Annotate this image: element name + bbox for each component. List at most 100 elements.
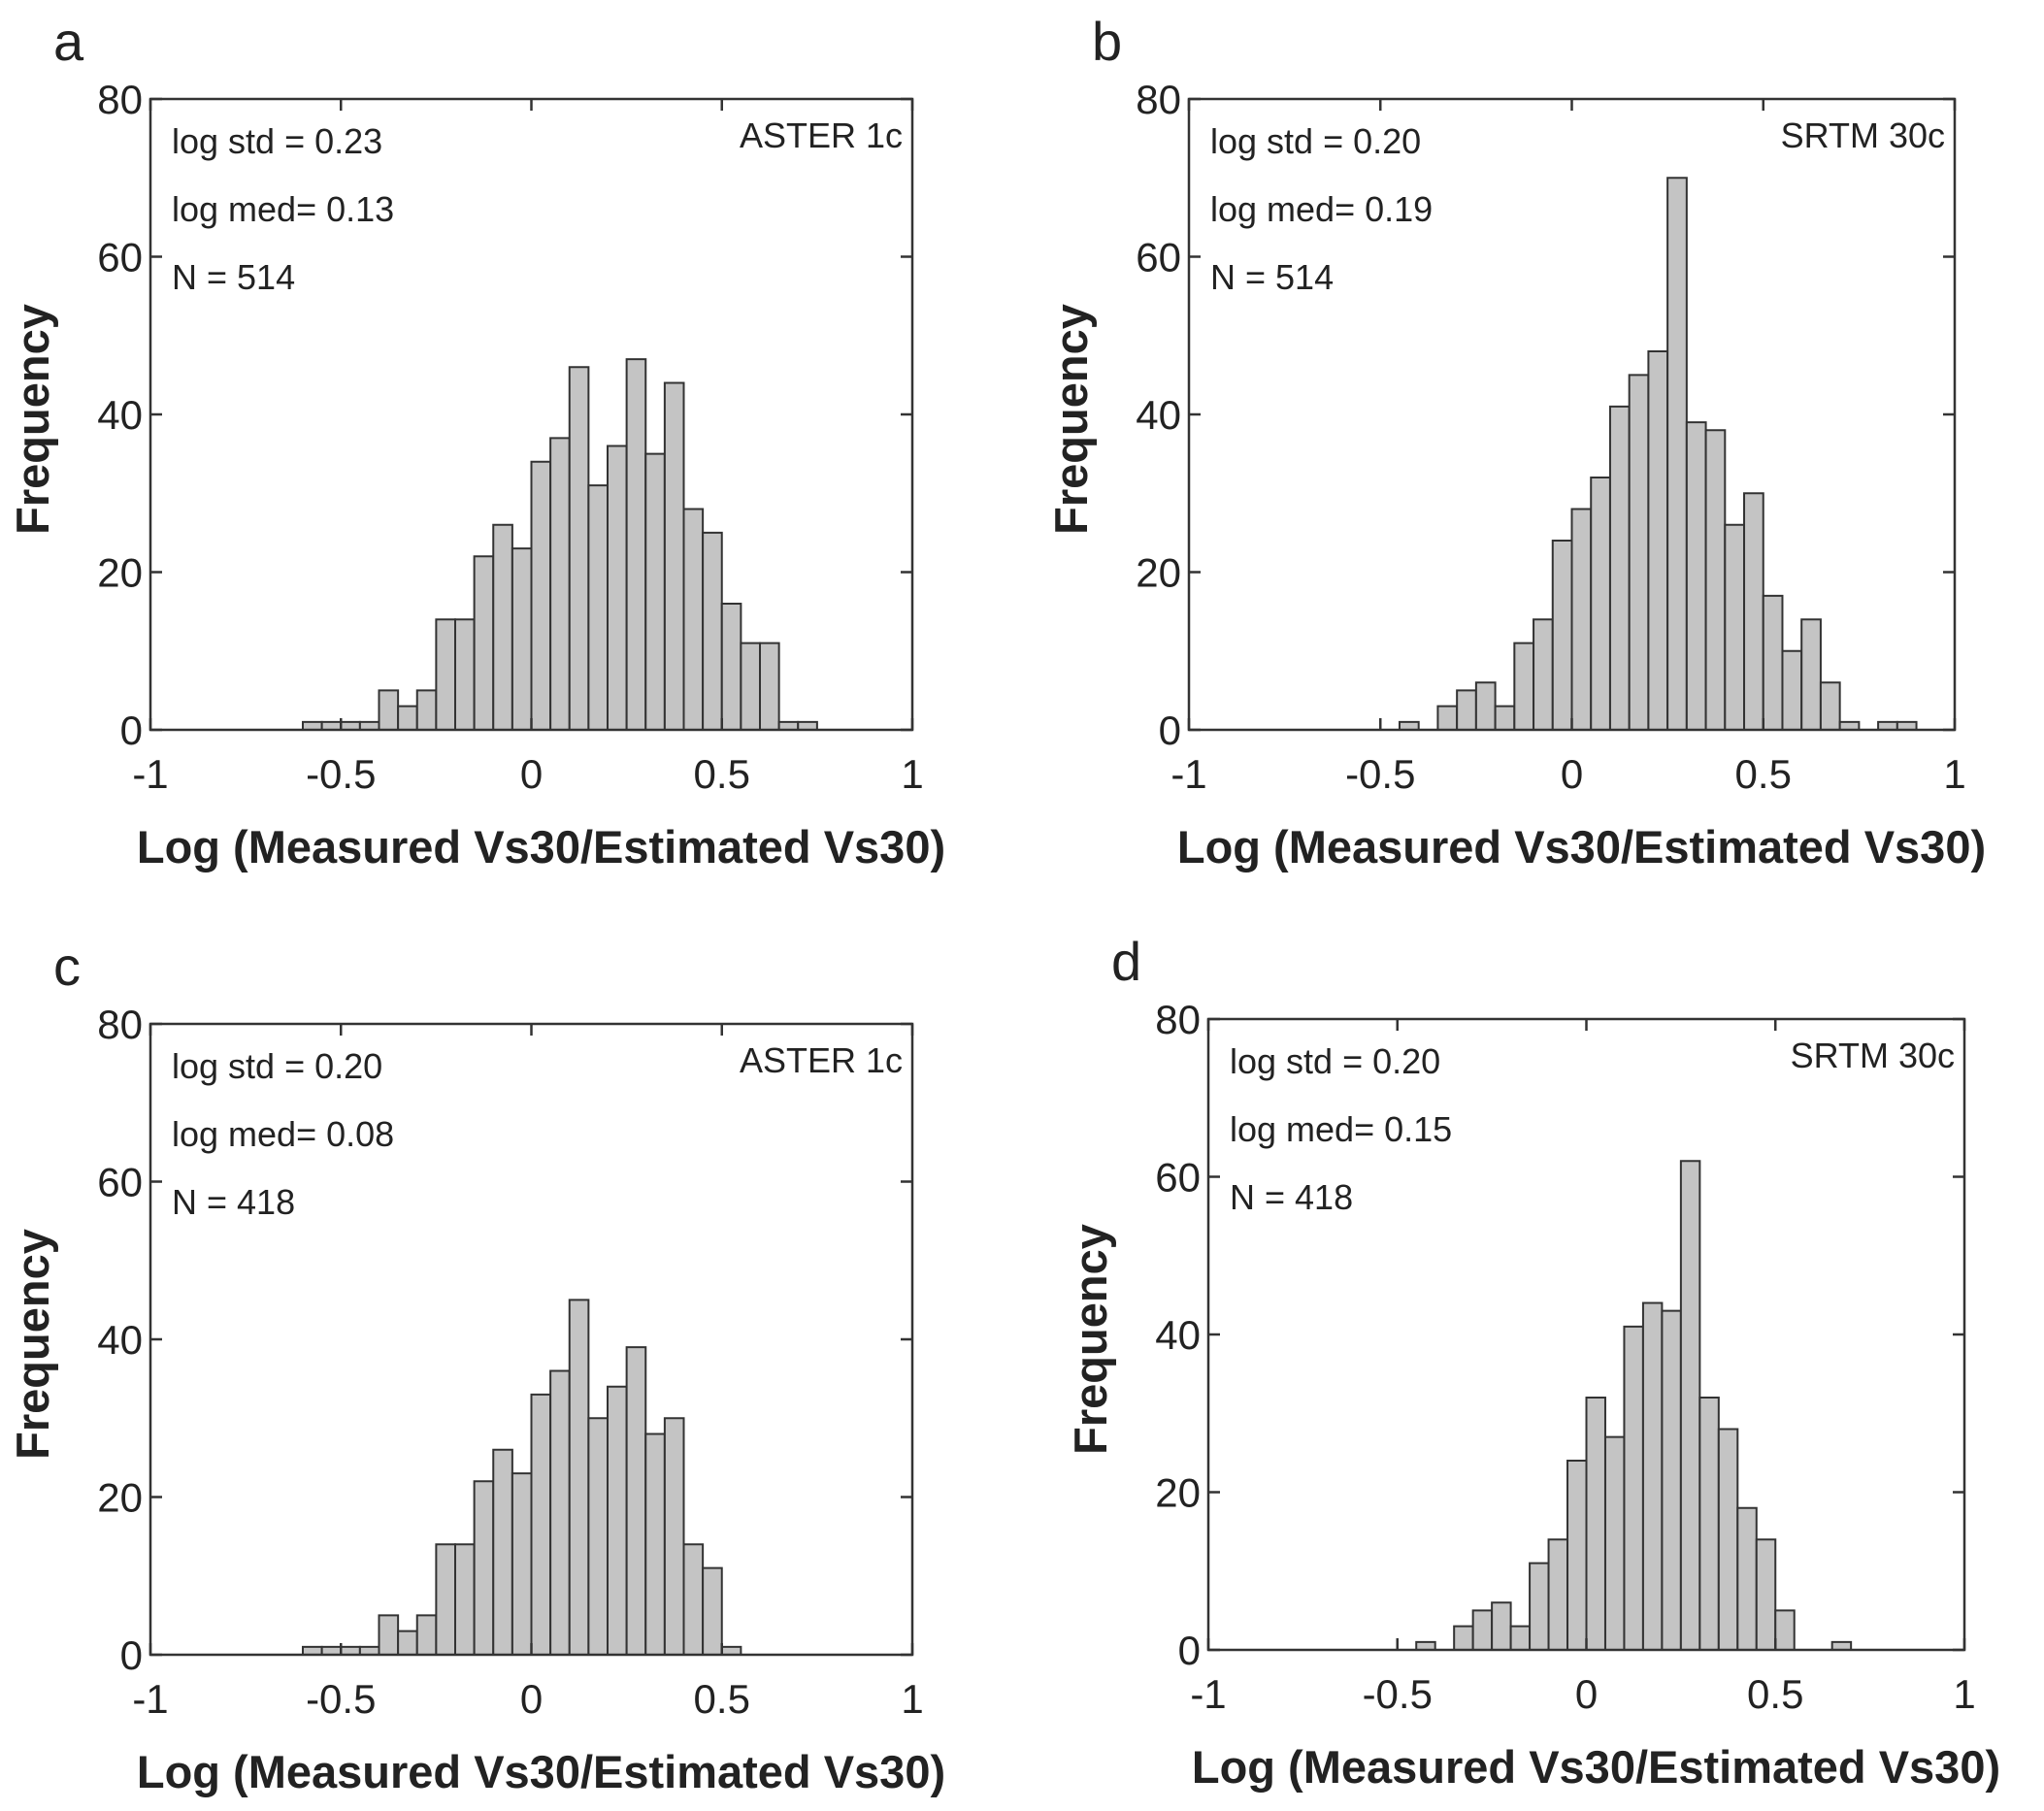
bar (1590, 477, 1611, 731)
bar (549, 1369, 571, 1656)
bar (1666, 177, 1688, 731)
x-tick-label: -0.5 (1363, 1671, 1433, 1717)
bar (415, 689, 438, 731)
panel-b: 0 20 40 60 80 -1 -0.5 0 0.5 1 b log std = 0.20 log m… (1045, 11, 1986, 873)
y-tick-label: 20 (1136, 550, 1181, 596)
x-axis-title: Log (Measured Vs30/Estimated Vs30) (1177, 821, 1986, 873)
bar (625, 1346, 647, 1656)
x-tick-label: -1 (1170, 751, 1206, 797)
y-tick-label: 60 (97, 1160, 143, 1205)
bar (1509, 1625, 1532, 1651)
x-axis-title: Log (Measured Vs30/Estimated Vs30) (137, 1746, 945, 1797)
x-tick-label: 0.5 (1747, 1671, 1803, 1717)
bar (625, 358, 647, 731)
bar (1551, 540, 1573, 731)
y-tick-label: 0 (120, 708, 143, 753)
y-tick-label: 40 (1136, 392, 1181, 438)
bar (530, 460, 552, 731)
bar (1491, 1601, 1512, 1651)
bar (1494, 705, 1516, 731)
bar (1762, 594, 1784, 731)
bar (1471, 1609, 1494, 1651)
stat-annotation: N = 418 (172, 1182, 295, 1222)
bar (454, 618, 476, 731)
y-tick-label: 0 (120, 1632, 143, 1678)
bar (644, 452, 666, 731)
x-tick-label: 0 (1575, 1671, 1598, 1717)
bar (1800, 618, 1822, 731)
bar (378, 1614, 400, 1656)
x-axis-title: Log (Measured Vs30/Estimated Vs30) (137, 821, 945, 873)
y-axis-title: Frequency (1065, 1224, 1116, 1455)
bar (492, 523, 513, 731)
bar (435, 1543, 456, 1656)
bar (549, 437, 571, 731)
bar (1736, 1506, 1758, 1651)
y-tick-label: 40 (1155, 1312, 1201, 1358)
bar (1436, 705, 1459, 731)
bar (378, 689, 400, 731)
x-tick-label: 0 (1561, 751, 1583, 797)
y-tick-label: 60 (1136, 235, 1181, 280)
y-axis-title: Frequency (7, 304, 58, 535)
bar (530, 1393, 552, 1656)
bar (1717, 1428, 1739, 1651)
bar (568, 1299, 590, 1656)
bars (302, 1299, 742, 1656)
bar (1704, 429, 1727, 731)
x-tick-label: 0.5 (1735, 751, 1792, 797)
bar (607, 445, 628, 731)
x-tick-label: 0.5 (694, 1676, 750, 1722)
bars (1415, 1160, 1853, 1651)
panel-d: 0 20 40 60 80 -1 -0.5 0 0.5 1 d log std = 0.20 log m… (1065, 931, 2000, 1793)
panel-letter: a (53, 11, 84, 72)
x-tick-label: -0.5 (306, 1676, 376, 1722)
dataset-label: ASTER 1c (740, 1040, 903, 1080)
x-tick-label: -1 (1190, 1671, 1226, 1717)
y-tick-label: 40 (97, 392, 143, 438)
y-tick-label: 80 (1155, 997, 1201, 1042)
stat-annotation: log std = 0.20 (1210, 121, 1421, 161)
bar (663, 381, 685, 731)
bar (568, 366, 590, 731)
y-tick-label: 60 (97, 235, 143, 280)
bar (511, 547, 533, 731)
x-tick-label: 0.5 (694, 751, 750, 797)
panel-c: 0 20 40 60 80 -1 -0.5 0 0.5 1 c log std = 0.20 log m… (7, 936, 945, 1797)
stat-annotation: log std = 0.20 (1230, 1041, 1440, 1081)
bar (1566, 1460, 1588, 1651)
stat-annotation: log med= 0.08 (172, 1114, 394, 1154)
bar (587, 1417, 609, 1656)
bar (415, 1614, 438, 1656)
bar (702, 1566, 723, 1656)
y-tick-label: 80 (1136, 77, 1181, 122)
x-tick-label: -0.5 (306, 751, 376, 797)
bar (1529, 1562, 1550, 1651)
bar (740, 642, 761, 731)
bar (587, 484, 609, 731)
bar (1661, 1309, 1682, 1651)
stat-annotation: log std = 0.23 (172, 121, 382, 161)
y-tick-label: 20 (1155, 1470, 1201, 1516)
panel-letter: c (53, 936, 81, 997)
bar (1755, 1538, 1777, 1651)
stat-annotation: N = 514 (172, 257, 295, 297)
bar (682, 508, 705, 731)
stat-annotation: log med= 0.13 (172, 189, 394, 229)
bars (1398, 177, 1918, 731)
bar (1547, 1538, 1569, 1651)
bar (397, 705, 418, 731)
x-tick-label: 1 (901, 1676, 923, 1722)
y-tick-label: 60 (1155, 1155, 1201, 1201)
panel-letter: b (1092, 11, 1122, 72)
bar (511, 1472, 533, 1656)
bar (663, 1417, 685, 1656)
dataset-label: SRTM 30c (1791, 1036, 1955, 1075)
bar (1608, 405, 1631, 731)
bar (682, 1543, 705, 1656)
bar (1623, 1325, 1644, 1651)
bar (1724, 523, 1746, 731)
bar (1679, 1160, 1701, 1651)
bar (473, 1480, 495, 1656)
bar (1774, 1609, 1796, 1651)
